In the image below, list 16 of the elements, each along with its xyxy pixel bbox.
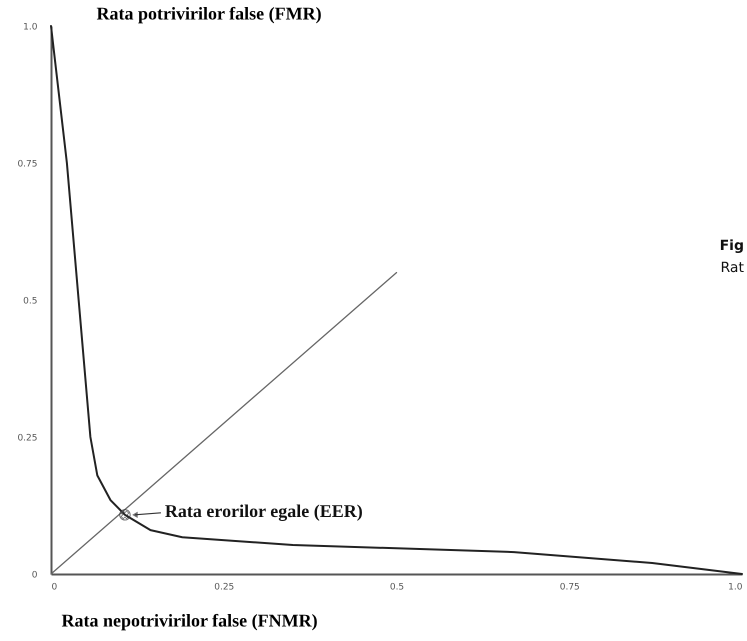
x-tick-label: 0.25 (214, 582, 234, 592)
annotation: Fig (720, 238, 744, 254)
y-tick-label: 0.25 (17, 434, 38, 444)
y-tick-label: 0.75 (17, 160, 38, 170)
annotation: Rata erorilor egale (EER) (164, 500, 363, 521)
y-tick-label: 1.0 (23, 22, 38, 32)
x-axis-title: Rata nepotrivirilor false (FNMR) (62, 610, 318, 630)
y-axis-title: Rata potrivirilor false (FMR) (96, 4, 322, 24)
x-tick-label: 0 (52, 582, 58, 592)
x-tick-label: 0.75 (560, 582, 580, 592)
y-tick-label: 0.5 (23, 296, 38, 306)
annotation: Rat (720, 260, 744, 276)
line-series (50, 25, 743, 575)
y-tick-label: 0 (32, 570, 38, 580)
x-tick-label: 1.0 (728, 582, 743, 592)
x-tick-label: 0.5 (390, 582, 404, 592)
